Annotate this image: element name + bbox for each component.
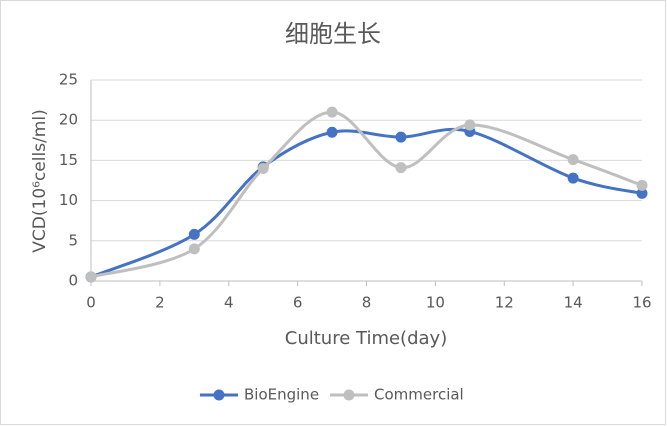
point bbox=[636, 179, 648, 191]
point bbox=[464, 119, 476, 131]
y-tick-label: 15 bbox=[59, 151, 78, 169]
point bbox=[326, 106, 338, 118]
point bbox=[395, 162, 407, 174]
x-tick-label: 0 bbox=[86, 294, 96, 312]
legend-label: Commercial bbox=[374, 386, 464, 404]
x-tick-label: 6 bbox=[293, 294, 303, 312]
point bbox=[188, 228, 200, 240]
x-tick-label: 10 bbox=[426, 294, 445, 312]
y-axis-label: VCD(10⁶cells/ml) bbox=[30, 109, 50, 252]
x-tick-label: 14 bbox=[564, 294, 583, 312]
y-tick-label: 10 bbox=[59, 191, 78, 209]
legend-marker bbox=[343, 389, 355, 401]
point bbox=[395, 131, 407, 143]
chart-title: 细胞生长 bbox=[285, 20, 381, 48]
point bbox=[85, 271, 97, 283]
legend-label: BioEngine bbox=[244, 386, 319, 404]
x-tick-label: 12 bbox=[495, 294, 514, 312]
point bbox=[326, 126, 338, 138]
x-tick-label: 2 bbox=[155, 294, 165, 312]
y-tick-label: 25 bbox=[59, 71, 78, 89]
point bbox=[567, 154, 579, 166]
point bbox=[257, 162, 269, 174]
x-axis-label: Culture Time(day) bbox=[285, 328, 447, 349]
legend-marker bbox=[213, 389, 225, 401]
y-tick-label: 5 bbox=[68, 231, 78, 249]
x-tick-label: 8 bbox=[362, 294, 372, 312]
y-tick-label: 20 bbox=[59, 111, 78, 129]
x-tick-label: 4 bbox=[224, 294, 234, 312]
point bbox=[636, 187, 648, 199]
point bbox=[567, 172, 579, 184]
point bbox=[188, 243, 200, 255]
y-tick-label: 0 bbox=[68, 272, 78, 290]
x-tick-label: 16 bbox=[632, 294, 651, 312]
